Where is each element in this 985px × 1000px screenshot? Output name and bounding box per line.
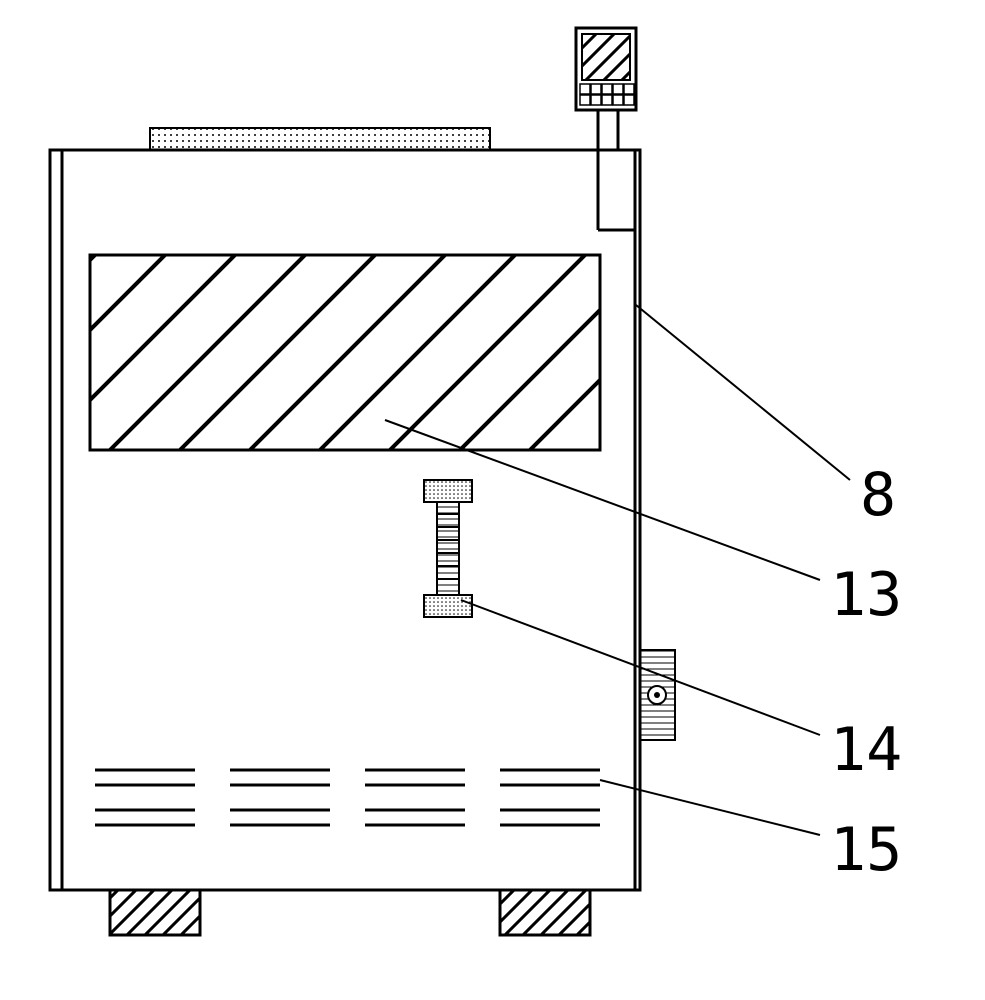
label-13: 13 bbox=[830, 560, 902, 630]
foot-right bbox=[500, 890, 590, 935]
label-8: 8 bbox=[860, 460, 896, 530]
vents bbox=[95, 770, 600, 825]
label-14: 14 bbox=[830, 715, 902, 785]
top-panel bbox=[150, 128, 490, 150]
schematic-diagram: 8 13 14 15 bbox=[0, 0, 985, 1000]
control-unit bbox=[576, 28, 636, 230]
foot-left bbox=[110, 890, 200, 935]
label-15: 15 bbox=[830, 815, 902, 885]
control-screen bbox=[582, 34, 630, 80]
window bbox=[90, 255, 600, 450]
door-handle bbox=[424, 480, 472, 617]
lock-plate bbox=[640, 650, 675, 740]
